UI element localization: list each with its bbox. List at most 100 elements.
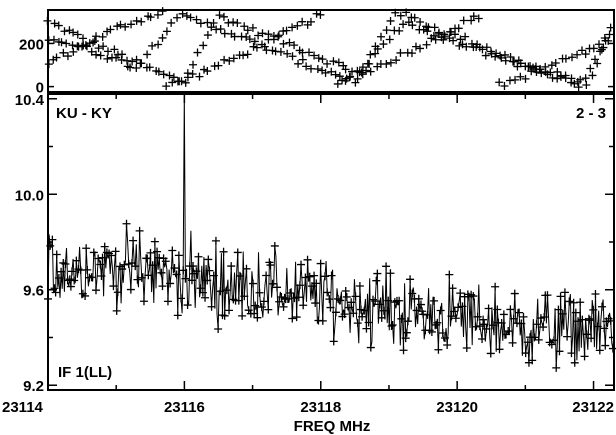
amplitude-point: [589, 305, 598, 314]
phase-point: [382, 60, 391, 69]
phase-point: [257, 40, 266, 49]
amplitude-point: [547, 340, 556, 349]
amplitude-point: [207, 302, 216, 311]
amplitude-point: [312, 279, 321, 288]
amplitude-point: [458, 302, 467, 311]
phase-point: [203, 31, 212, 40]
phase-point: [543, 70, 552, 79]
amplitude-point: [51, 288, 60, 297]
amplitude-point: [406, 275, 415, 284]
amplitude-point: [48, 235, 57, 244]
amplitude-point: [540, 313, 549, 322]
phase-point: [294, 59, 303, 68]
amplitude-point: [270, 241, 279, 250]
phase-point: [68, 41, 77, 50]
phase-point: [173, 13, 182, 22]
amplitude-point: [174, 251, 183, 260]
phase-point: [434, 30, 443, 39]
amplitude-point: [126, 285, 135, 294]
phase-point: [327, 67, 336, 76]
phase-point: [258, 29, 267, 38]
amplitude-point: [112, 306, 121, 315]
amplitude-point: [438, 328, 447, 337]
amplitude-point: [519, 312, 528, 321]
amplitude-point: [570, 358, 579, 367]
amplitude-point: [327, 271, 336, 280]
amplitude-point: [399, 346, 408, 355]
phase-point: [94, 44, 103, 53]
amplitude-point: [530, 333, 539, 342]
phase-point: [316, 10, 325, 19]
phase-point: [215, 11, 224, 20]
amplitude-point: [150, 237, 159, 246]
amplitude-point: [567, 349, 576, 358]
amplitude-point: [534, 335, 543, 344]
amplitude-point: [166, 279, 175, 288]
phase-point: [196, 19, 205, 28]
phase-point: [310, 51, 319, 60]
amplitude-point: [440, 333, 449, 342]
amplitude-point: [307, 282, 316, 291]
amplitude-point: [286, 288, 295, 297]
amplitude-point: [290, 294, 299, 303]
amplitude-point: [600, 324, 609, 333]
phase-point: [382, 26, 391, 35]
phase-point: [52, 53, 61, 62]
amplitude-point: [196, 284, 205, 293]
phase-point: [177, 77, 186, 86]
phase-point: [288, 23, 297, 32]
amplitude-point: [576, 298, 585, 307]
phase-point: [137, 17, 146, 26]
amplitude-point: [179, 266, 188, 275]
amplitude-point: [240, 292, 249, 301]
phase-point: [249, 42, 258, 51]
phase-point: [154, 40, 163, 49]
phase-point: [333, 79, 342, 88]
amplitude-point: [414, 294, 423, 303]
phase-point: [556, 72, 565, 81]
phase-point: [376, 32, 385, 41]
amplitude-point: [584, 314, 593, 323]
amplitude-point: [158, 282, 167, 291]
amplitude-point: [189, 262, 198, 271]
phase-point: [203, 67, 212, 76]
phase-point: [252, 43, 261, 52]
phase-point: [216, 25, 225, 34]
phase-point: [553, 67, 562, 76]
phase-point: [371, 49, 380, 58]
phase-point: [482, 43, 491, 52]
phase-point: [69, 28, 78, 37]
phase-point: [73, 30, 82, 39]
amplitude-point: [225, 306, 234, 315]
phase-point: [279, 39, 288, 48]
amplitude-point: [131, 262, 140, 271]
phase-point: [181, 78, 190, 87]
phase-point: [586, 64, 595, 73]
phase-point: [128, 57, 137, 66]
amplitude-point: [401, 334, 410, 343]
phase-point: [137, 59, 146, 68]
amplitude-point: [384, 296, 393, 305]
amplitude-point: [387, 321, 396, 330]
amplitude-point: [386, 269, 395, 278]
annotation-baseline: KU - KY: [56, 105, 112, 122]
phase-point: [392, 56, 401, 65]
phase-point: [145, 63, 154, 72]
amplitude-point: [543, 291, 552, 300]
phase-point: [568, 53, 577, 62]
amplitude-point: [495, 345, 504, 354]
amplitude-point: [506, 305, 515, 314]
amplitude-point: [565, 297, 574, 306]
phase-point: [169, 73, 178, 82]
amplitude-point: [249, 279, 258, 288]
amplitude-point: [375, 300, 384, 309]
amplitude-point: [253, 313, 262, 322]
amplitude-point: [227, 262, 236, 271]
phase-point: [113, 22, 122, 31]
phase-point: [127, 20, 136, 29]
amplitude-point: [342, 292, 351, 301]
phase-point: [481, 51, 490, 60]
phase-point: [573, 50, 582, 59]
amplitude-point: [539, 323, 548, 332]
